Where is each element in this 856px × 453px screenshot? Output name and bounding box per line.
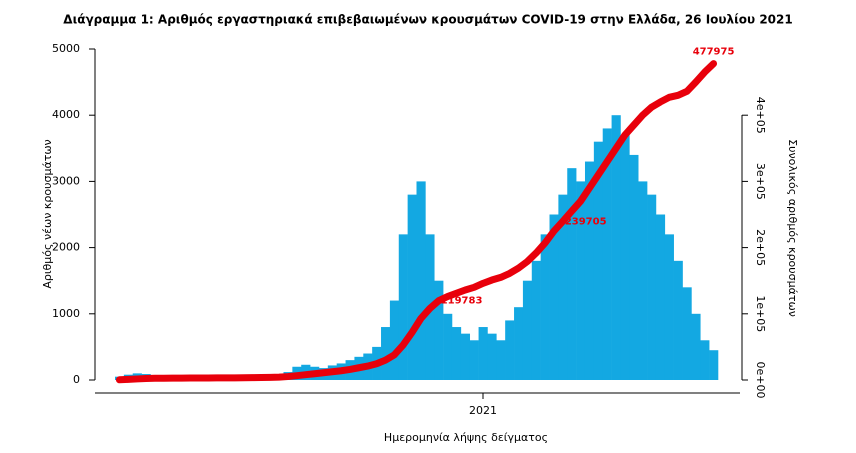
bar	[602, 128, 612, 380]
y-tick-label: 4000	[52, 108, 80, 121]
y2-tick-label: 1e+05	[754, 295, 767, 332]
bar	[389, 300, 400, 380]
x-axis-label: Ημερομηνία λήψης δείγματος	[384, 431, 548, 444]
data-label: 239705	[565, 216, 607, 227]
bar	[469, 340, 479, 380]
bar	[514, 307, 524, 380]
data-label: 477975	[693, 47, 735, 58]
y2-tick-label: 0e+00	[754, 362, 767, 399]
bar	[655, 214, 666, 380]
y-tick-label: 3000	[52, 174, 80, 187]
y-tick-label: 5000	[52, 42, 80, 55]
bar	[398, 234, 408, 380]
y-axis-label: Αριθμός νέων κρουσμάτων	[41, 139, 54, 288]
y2-tick-label: 4e+05	[754, 97, 767, 134]
y2-tick-label: 3e+05	[754, 163, 767, 200]
bar	[416, 181, 426, 380]
x-tick-label: 2021	[469, 404, 497, 417]
cumulative-line	[115, 60, 718, 384]
bar	[381, 327, 391, 380]
bar	[593, 141, 604, 380]
bar	[443, 313, 453, 380]
bar	[709, 350, 719, 380]
y2-tick-label: 2e+05	[754, 229, 767, 266]
bar	[700, 340, 710, 380]
bar	[558, 194, 568, 380]
bar	[638, 181, 648, 380]
bar	[434, 280, 444, 380]
bar	[496, 340, 506, 380]
y2-axis-label: Συνολικός αριθμός κρουσμάτων	[786, 139, 799, 317]
bar	[611, 115, 621, 380]
y-tick-label: 2000	[52, 241, 80, 254]
bar	[540, 234, 550, 380]
bar	[584, 161, 595, 380]
chart-title: Διάγραμμα 1: Αριθμός εργαστηριακά επιβεβ…	[63, 13, 792, 27]
y-tick-label: 1000	[52, 307, 80, 320]
data-label: 119783	[441, 296, 483, 307]
bar	[682, 287, 692, 380]
bar	[620, 135, 630, 380]
bar	[664, 234, 674, 380]
bar	[673, 260, 683, 380]
bar	[478, 327, 488, 380]
bar	[460, 333, 471, 380]
bar	[647, 194, 657, 380]
bar	[531, 260, 541, 380]
bar	[567, 168, 577, 380]
bar	[407, 194, 417, 380]
bar	[629, 154, 639, 380]
y-tick-label: 0	[73, 373, 80, 386]
bar	[522, 280, 533, 380]
bar	[691, 313, 701, 380]
bar	[487, 333, 497, 380]
bar	[549, 214, 559, 380]
bar	[505, 320, 515, 380]
bar	[451, 327, 462, 380]
bar	[576, 181, 586, 380]
